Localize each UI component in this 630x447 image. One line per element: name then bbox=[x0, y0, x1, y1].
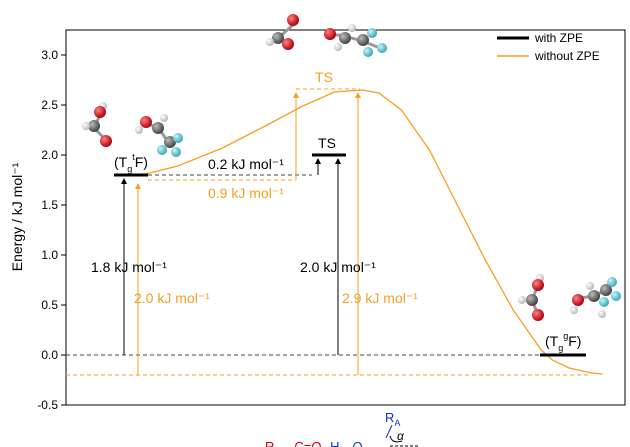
legend-label-with-zpe: with ZPE bbox=[534, 31, 583, 45]
y-tick-label: 0.5 bbox=[41, 298, 58, 312]
formula-text: RQ—C=O--H—O bbox=[265, 439, 363, 447]
y-tick-label: 2.0 bbox=[41, 148, 58, 162]
plot-frame bbox=[65, 29, 626, 406]
label-e2-orange: 2.9 kJ mol⁻¹ bbox=[342, 290, 418, 306]
label-e1-black: 1.8 kJ mol⁻¹ bbox=[91, 259, 167, 275]
legend-label-without-zpe: without ZPE bbox=[534, 49, 600, 63]
label-e2-black: 2.0 kJ mol⁻¹ bbox=[300, 259, 376, 275]
label-e1-orange: 2.0 kJ mol⁻¹ bbox=[134, 290, 210, 306]
label-ts-black: TS bbox=[318, 135, 336, 151]
y-tick-label: 2.5 bbox=[41, 98, 58, 112]
y-tick-label: -0.5 bbox=[37, 398, 58, 412]
y-tick-label: 1.0 bbox=[41, 248, 58, 262]
label-ts-orange: TS bbox=[315, 69, 333, 85]
formula-alpha: α bbox=[397, 429, 405, 443]
label-reactant: (TgtF) bbox=[114, 152, 148, 174]
molecule-product-image bbox=[518, 274, 621, 321]
molecule-reactant-image bbox=[82, 102, 183, 157]
y-axis: -0.5 0.0 0.5 1.0 1.5 2.0 2.5 3.0 bbox=[37, 48, 66, 412]
y-tick-label: 0.0 bbox=[41, 348, 58, 362]
label-delta-black: 0.2 kJ mol⁻¹ bbox=[208, 156, 284, 172]
molecule-ts-image bbox=[266, 14, 387, 57]
label-delta-orange: 0.9 kJ mol⁻¹ bbox=[208, 185, 284, 201]
label-product: (TggF) bbox=[545, 331, 581, 353]
y-tick-label: 3.0 bbox=[41, 48, 58, 62]
y-axis-label: Energy / kJ mol⁻¹ bbox=[9, 162, 25, 271]
without-zpe-curve bbox=[141, 89, 603, 375]
formula-ra: RA bbox=[385, 410, 400, 428]
legend: with ZPE without ZPE bbox=[497, 31, 600, 63]
y-tick-label: 1.5 bbox=[41, 198, 58, 212]
bottom-formula: RA α RQ—C=O--H—O bbox=[265, 410, 420, 447]
